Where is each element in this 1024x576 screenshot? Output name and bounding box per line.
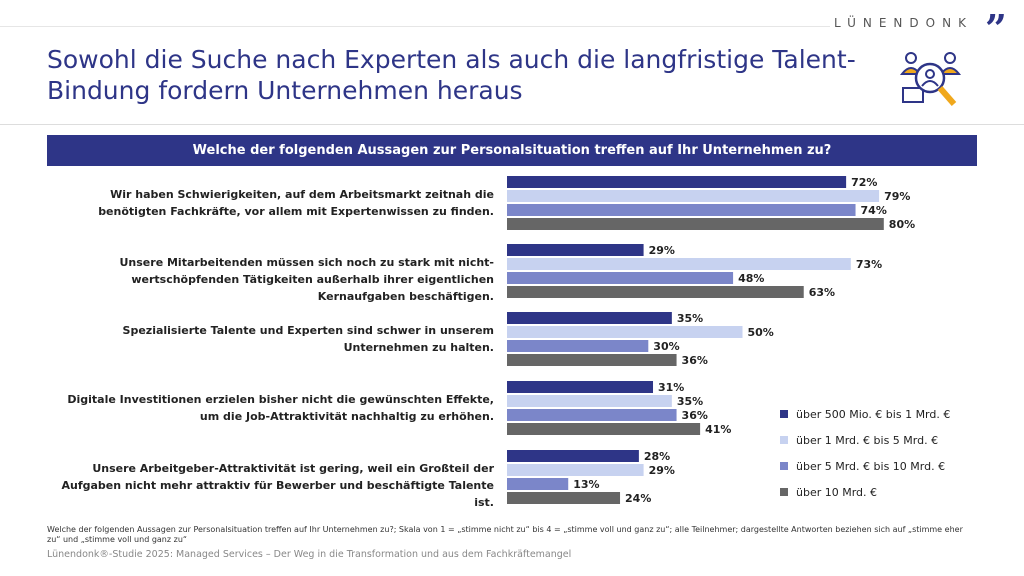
data-label: 36% [682, 354, 708, 367]
bar [507, 478, 569, 490]
bar [507, 326, 743, 338]
data-label: 29% [649, 464, 675, 477]
footnote: Welche der folgenden Aussagen zur Person… [47, 525, 963, 544]
bar [507, 286, 804, 298]
data-label: 48% [738, 272, 764, 285]
legend-swatch [780, 462, 788, 470]
bar [507, 381, 654, 393]
legend-label: über 1 Mrd. € bis 5 Mrd. € [796, 433, 939, 447]
bar [507, 464, 644, 476]
legend: über 500 Mio. € bis 1 Mrd. € über 1 Mrd. … [780, 401, 950, 505]
luenendonk-logo: LÜNENDONK [834, 16, 973, 30]
data-label: 72% [851, 176, 877, 189]
data-label: 35% [677, 312, 703, 325]
category-label: Digitale Investitionen erzielen bisher n… [67, 393, 494, 423]
legend-label: über 500 Mio. € bis 1 Mrd. € [796, 407, 951, 421]
data-label: 30% [653, 340, 679, 353]
data-label: 24% [625, 492, 651, 505]
bar [507, 218, 884, 230]
data-label: 13% [573, 478, 599, 491]
bar [507, 176, 847, 188]
legend-item: über 1 Mrd. € bis 5 Mrd. € [780, 427, 950, 453]
bar [507, 409, 677, 421]
data-label: 41% [705, 423, 731, 436]
bar [507, 395, 672, 407]
top-rule [0, 26, 830, 27]
talent-search-icon [899, 52, 962, 106]
bar [507, 190, 880, 202]
category-label: Unsere Arbeitgeber-Attraktivität ist ger… [61, 462, 494, 509]
legend-label: über 10 Mrd. € [796, 485, 878, 499]
bar-chart: 72%79%74%80%29%73%48%63%35%50%30%36%31%3… [507, 176, 915, 505]
data-label: 79% [884, 190, 910, 203]
logo-quote-icon: ” [985, 6, 1007, 51]
legend-item: über 10 Mrd. € [780, 479, 950, 505]
category-label: Spezialisierte Talente und Experten sind… [122, 324, 494, 354]
question-banner: Welche der folgenden Aussagen zur Person… [47, 135, 977, 166]
bar [507, 204, 856, 216]
data-label: 29% [649, 244, 675, 257]
category-label: Wir haben Schwierigkeiten, auf dem Arbei… [98, 188, 494, 218]
data-label: 74% [861, 204, 887, 217]
data-label: 50% [748, 326, 774, 339]
data-label: 31% [658, 381, 684, 394]
data-label: 80% [889, 218, 915, 231]
legend-swatch [780, 436, 788, 444]
category-label: Unsere Mitarbeitenden müssen sich noch z… [119, 256, 495, 303]
legend-item: über 5 Mrd. € bis 10 Mrd. € [780, 453, 950, 479]
bar [507, 340, 649, 352]
bar [507, 312, 672, 324]
bar [507, 423, 701, 435]
bar [507, 450, 639, 462]
data-label: 36% [682, 409, 708, 422]
legend-swatch [780, 488, 788, 496]
data-label: 28% [644, 450, 670, 463]
header-divider [0, 124, 1024, 125]
data-label: 73% [856, 258, 882, 271]
bar [507, 258, 851, 270]
bar [507, 272, 734, 284]
legend-item: über 500 Mio. € bis 1 Mrd. € [780, 401, 950, 427]
data-label: 63% [809, 286, 835, 299]
page-title: Sowohl die Suche nach Experten als auch … [47, 45, 856, 105]
legend-label: über 5 Mrd. € bis 10 Mrd. € [796, 459, 946, 473]
bar [507, 244, 644, 256]
bar [507, 354, 677, 366]
data-label: 35% [677, 395, 703, 408]
source: Lünendonk®-Studie 2025: Managed Services… [47, 549, 572, 560]
bar [507, 492, 621, 504]
legend-swatch [780, 410, 788, 418]
